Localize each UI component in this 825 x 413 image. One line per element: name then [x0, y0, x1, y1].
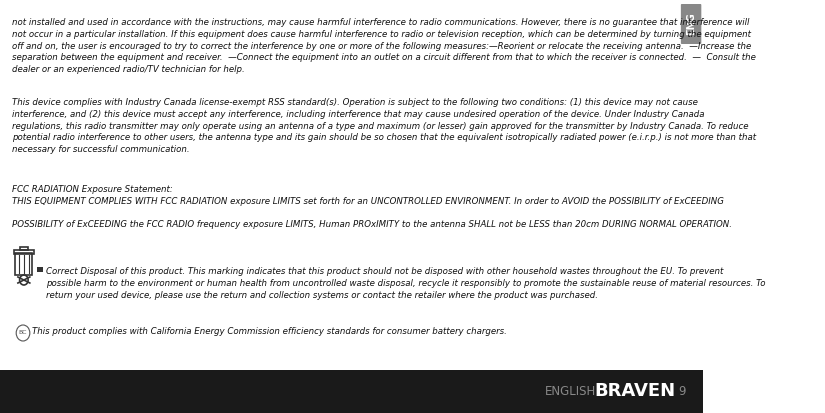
Text: FCC RADIATION Exposure Statement:: FCC RADIATION Exposure Statement: [12, 185, 172, 194]
Bar [0, 370, 703, 413]
Text: 9: 9 [678, 385, 686, 398]
Text: BRAVEN: BRAVEN [594, 382, 676, 401]
Text: ENG: ENG [686, 13, 696, 36]
Text: Correct Disposal of this product. This marking indicates that this product shoul: Correct Disposal of this product. This m… [46, 267, 766, 299]
Text: This device complies with Industry Canada license-exempt RSS standard(s). Operat: This device complies with Industry Canad… [12, 98, 756, 154]
Bar [37, 267, 44, 272]
Text: This product complies with California Energy Commission efficiency standards for: This product complies with California En… [32, 327, 507, 336]
Text: POSSIBILITY of ExCEEDING the FCC RADIO frequency exposure LIMITS, Human PROxIMIT: POSSIBILITY of ExCEEDING the FCC RADIO f… [12, 220, 732, 229]
Text: BC: BC [19, 330, 27, 335]
Text: THIS EQUIPMENT COMPLIES WITH FCC RADIATION exposure LIMITS set forth for an UNCO: THIS EQUIPMENT COMPLIES WITH FCC RADIATI… [12, 197, 724, 206]
FancyBboxPatch shape [681, 4, 701, 44]
Text: not installed and used in accordance with the instructions, may cause harmful in: not installed and used in accordance wit… [12, 18, 756, 74]
Text: ENGLISH: ENGLISH [545, 385, 596, 398]
